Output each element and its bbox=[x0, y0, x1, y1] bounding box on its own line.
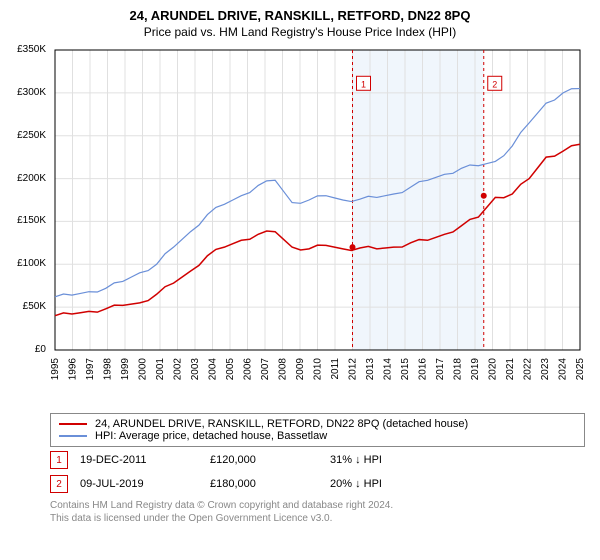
legend-swatch bbox=[59, 435, 87, 437]
svg-text:2021: 2021 bbox=[505, 358, 516, 381]
svg-text:2007: 2007 bbox=[260, 358, 271, 381]
svg-text:2010: 2010 bbox=[313, 358, 324, 381]
svg-text:2025: 2025 bbox=[575, 358, 585, 381]
svg-text:2008: 2008 bbox=[278, 358, 289, 381]
svg-text:1999: 1999 bbox=[120, 358, 131, 381]
legend: 24, ARUNDEL DRIVE, RANSKILL, RETFORD, DN… bbox=[50, 413, 585, 447]
y-tick-label: £200K bbox=[2, 173, 46, 184]
svg-text:2016: 2016 bbox=[418, 358, 429, 381]
y-tick-label: £300K bbox=[2, 87, 46, 98]
legend-item: HPI: Average price, detached house, Bass… bbox=[59, 430, 576, 442]
svg-text:2013: 2013 bbox=[365, 358, 376, 381]
y-tick-label: £150K bbox=[2, 215, 46, 226]
svg-text:2002: 2002 bbox=[173, 358, 184, 381]
marker-date: 09-JUL-2019 bbox=[80, 478, 210, 490]
svg-text:2005: 2005 bbox=[225, 358, 236, 381]
marker-delta: 20% ↓ HPI bbox=[330, 478, 450, 490]
markers-table: 1 19-DEC-2011£120,00031% ↓ HPI 2 09-JUL-201… bbox=[50, 451, 585, 493]
chart-title: 24, ARUNDEL DRIVE, RANSKILL, RETFORD, DN… bbox=[0, 0, 600, 23]
marker-badge: 1 bbox=[50, 451, 68, 469]
svg-text:2006: 2006 bbox=[243, 358, 254, 381]
y-tick-label: £100K bbox=[2, 258, 46, 269]
marker-badge: 2 bbox=[50, 475, 68, 493]
svg-text:1997: 1997 bbox=[85, 358, 96, 381]
svg-text:2017: 2017 bbox=[435, 358, 446, 381]
y-tick-label: £250K bbox=[2, 130, 46, 141]
chart-svg: 1995 1996 1997 1998 1999 2000 2001 2002 2003 2004… bbox=[50, 45, 585, 405]
attribution: Contains HM Land Registry data © Crown c… bbox=[50, 499, 585, 525]
legend-item: 24, ARUNDEL DRIVE, RANSKILL, RETFORD, DN… bbox=[59, 418, 576, 430]
legend-label: HPI: Average price, detached house, Bass… bbox=[95, 430, 327, 442]
svg-text:2003: 2003 bbox=[190, 358, 201, 381]
svg-text:1996: 1996 bbox=[68, 358, 79, 381]
svg-text:2015: 2015 bbox=[400, 358, 411, 381]
svg-text:1998: 1998 bbox=[103, 358, 114, 381]
svg-text:2023: 2023 bbox=[540, 358, 551, 381]
marker-date: 19-DEC-2011 bbox=[80, 454, 210, 466]
svg-text:2022: 2022 bbox=[523, 358, 534, 381]
svg-text:2012: 2012 bbox=[348, 358, 359, 381]
y-tick-label: £350K bbox=[2, 44, 46, 55]
svg-text:1: 1 bbox=[361, 79, 366, 89]
attribution-line2: This data is licensed under the Open Gov… bbox=[50, 512, 585, 525]
y-tick-label: £0 bbox=[2, 344, 46, 355]
svg-text:2004: 2004 bbox=[208, 358, 219, 381]
svg-text:2000: 2000 bbox=[138, 358, 149, 381]
svg-text:2009: 2009 bbox=[295, 358, 306, 381]
svg-text:2001: 2001 bbox=[155, 358, 166, 381]
svg-text:2018: 2018 bbox=[453, 358, 464, 381]
marker-delta: 31% ↓ HPI bbox=[330, 454, 450, 466]
marker-price: £180,000 bbox=[210, 478, 330, 490]
svg-text:2024: 2024 bbox=[558, 358, 569, 381]
chart-area: 1995 1996 1997 1998 1999 2000 2001 2002 2003 2004… bbox=[50, 45, 585, 405]
svg-text:2011: 2011 bbox=[330, 358, 341, 380]
marker-price: £120,000 bbox=[210, 454, 330, 466]
svg-text:1995: 1995 bbox=[50, 358, 61, 381]
y-tick-label: £50K bbox=[2, 301, 46, 312]
chart-subtitle: Price paid vs. HM Land Registry's House … bbox=[0, 23, 600, 45]
svg-text:2: 2 bbox=[492, 79, 497, 89]
svg-text:2019: 2019 bbox=[470, 358, 481, 381]
attribution-line1: Contains HM Land Registry data © Crown c… bbox=[50, 499, 585, 512]
legend-label: 24, ARUNDEL DRIVE, RANSKILL, RETFORD, DN… bbox=[95, 418, 468, 430]
svg-text:2014: 2014 bbox=[383, 358, 394, 381]
legend-swatch bbox=[59, 423, 87, 425]
svg-text:2020: 2020 bbox=[488, 358, 499, 381]
